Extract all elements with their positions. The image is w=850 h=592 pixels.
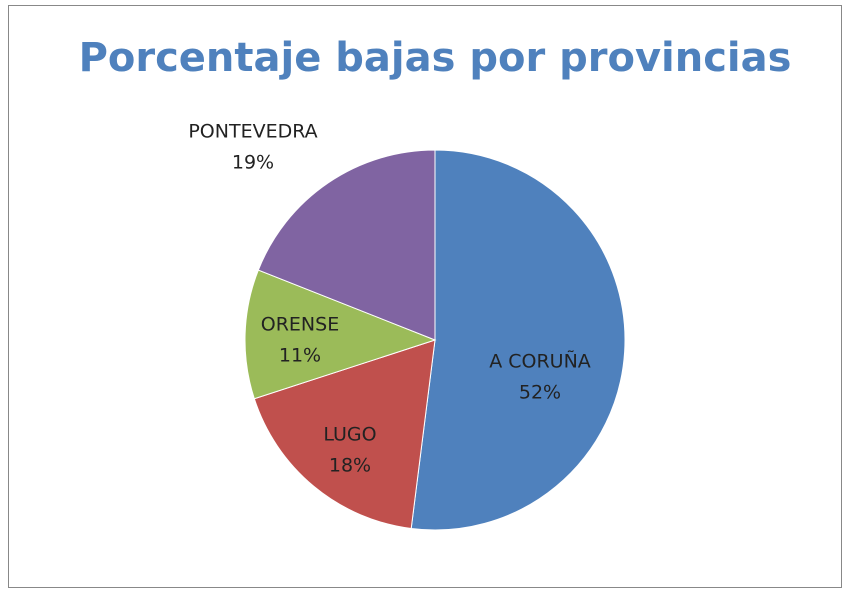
slice-value-label: 52% xyxy=(519,382,561,404)
slice-value-label: 11% xyxy=(279,345,321,367)
chart-title: Porcentaje bajas por provincias xyxy=(79,35,792,81)
pie-slice xyxy=(244,269,437,400)
slice-value-label: 19% xyxy=(232,152,274,174)
slice-label: LUGO xyxy=(323,424,376,446)
pie-slice xyxy=(253,339,436,530)
slice-label: PONTEVEDRA xyxy=(188,121,317,143)
slice-value-label: 18% xyxy=(329,455,371,477)
slice-label: ORENSE xyxy=(261,314,339,336)
pie-slice xyxy=(410,149,626,531)
pie-slice xyxy=(257,149,436,341)
slice-label: A CORUÑA xyxy=(489,350,591,373)
